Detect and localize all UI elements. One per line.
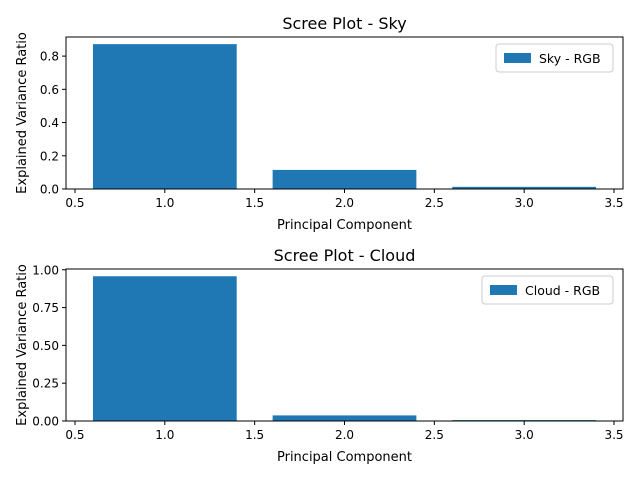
bar-pc-1: [92, 276, 237, 421]
x-axis-label: Principal Component: [277, 450, 412, 465]
chart-panel-2: 0.5 1.0 1.5 2.0 2.5 3.0 3.5 0.00 0.25 0.50 0.75 1.0…: [15, 246, 624, 465]
x-tick-label: 0.5: [65, 196, 84, 210]
legend-swatch: [490, 285, 517, 295]
legend: Sky - RGB: [495, 43, 614, 73]
y-tick-label: 0.2: [40, 149, 59, 163]
y-tick-label: 0.4: [40, 116, 59, 130]
y-axis-label: Explained Variance Ratio: [15, 264, 30, 426]
y-tick-label: 0.50: [32, 339, 59, 353]
y-tick-label: 0.0: [40, 183, 59, 197]
x-tick-label: 1.0: [155, 196, 174, 210]
y-tick-label: 0.75: [32, 301, 59, 315]
legend-label: Cloud - RGB: [525, 283, 600, 298]
x-tick-label: 3.5: [604, 196, 623, 210]
legend-frame: [481, 275, 614, 305]
bar-pc-2: [272, 415, 417, 421]
legend-label: Sky - RGB: [539, 51, 601, 66]
bar-pc-1: [92, 44, 237, 189]
y-axis-label: Explained Variance Ratio: [15, 32, 30, 194]
bar-pc-2: [272, 169, 417, 189]
y-tick-label: 0.8: [40, 50, 59, 64]
x-tick-label: 2.0: [335, 428, 354, 442]
x-axis-label: Principal Component: [277, 218, 412, 233]
x-tick-label: 2.0: [335, 196, 354, 210]
x-tick-label: 2.5: [425, 196, 444, 210]
y-tick-label: 0.00: [32, 415, 59, 429]
legend: Cloud - RGB: [481, 275, 614, 305]
x-tick-label: 3.5: [604, 428, 623, 442]
y-tick-label: 0.6: [40, 83, 59, 97]
x-tick-label: 0.5: [65, 428, 84, 442]
y-tick-label: 1.00: [32, 263, 59, 277]
x-tick-label: 1.0: [155, 428, 174, 442]
legend-swatch: [504, 53, 531, 63]
chart-title: Scree Plot - Cloud: [274, 246, 416, 265]
bar-pc-3: [452, 186, 597, 189]
chart-panel-1: 0.5 1.0 1.5 2.0 2.5 3.0 3.5 0.0 0.2 0.4 0.6 0.8 Scre…: [15, 14, 624, 233]
x-tick-label: 2.5: [425, 428, 444, 442]
legend-frame: [495, 43, 614, 73]
x-tick-label: 1.5: [245, 196, 264, 210]
x-tick-label: 3.0: [515, 196, 534, 210]
x-tick-label: 3.0: [515, 428, 534, 442]
y-tick-label: 0.25: [32, 377, 59, 391]
chart-title: Scree Plot - Sky: [282, 14, 406, 33]
x-tick-label: 1.5: [245, 428, 264, 442]
